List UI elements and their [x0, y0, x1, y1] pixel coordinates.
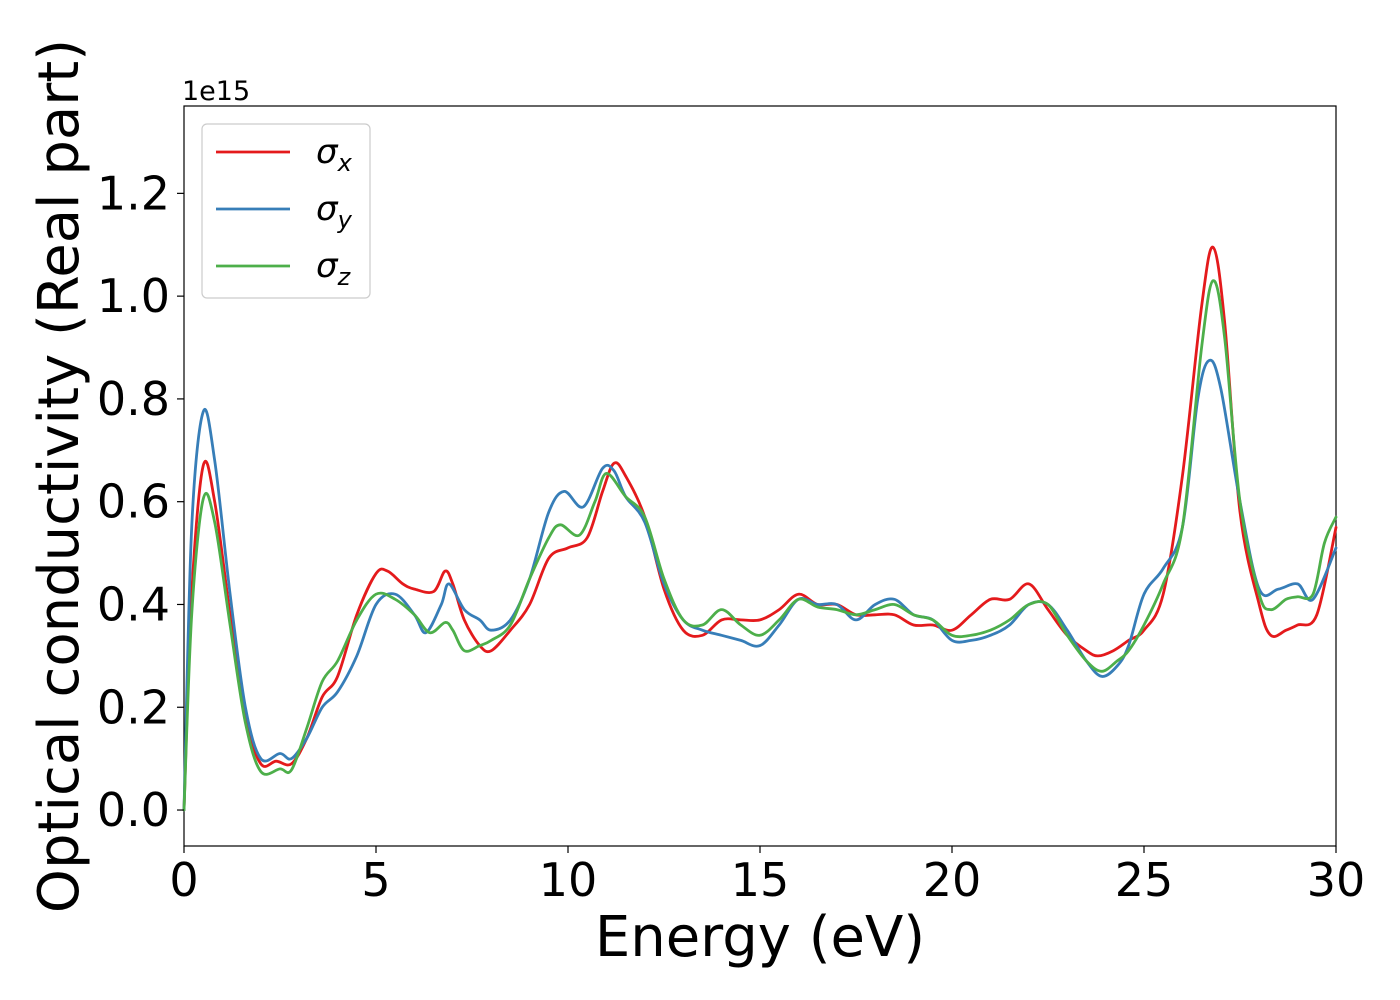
y-tick-label: 0.8: [97, 372, 170, 426]
y-tick-label: 1.0: [97, 269, 170, 323]
y-axis-title: Optical conductivity (Real part): [27, 39, 92, 913]
series-lines: [182, 245, 1338, 812]
series-line-x: [182, 245, 1338, 812]
x-axis-ticks: 0 5 10 15 20 25 30: [169, 846, 1365, 907]
plot-area: [182, 105, 1338, 847]
x-tick-label: 15: [731, 853, 790, 907]
series-line-z: [182, 279, 1338, 812]
y-tick-label: 0.0: [97, 783, 170, 837]
y-tick-label: 0.2: [97, 680, 170, 734]
legend-box: [201, 123, 371, 299]
y-tick-label: 0.4: [97, 577, 170, 631]
y-tick-label: 1.2: [97, 166, 170, 220]
y-tick-label: 0.6: [97, 475, 170, 529]
x-tick-label: 0: [169, 853, 198, 907]
y-axis-ticks: 0.0 0.2 0.4 0.6 0.8 1.0 1.2: [97, 166, 184, 837]
series-line-y: [182, 358, 1338, 812]
x-tick-label: 30: [1307, 853, 1366, 907]
x-axis-title: Energy (eV): [595, 905, 925, 970]
x-tick-label: 10: [539, 853, 598, 907]
y-offset-label: 1e15: [182, 76, 250, 107]
x-tick-label: 25: [1115, 853, 1174, 907]
x-tick-label: 20: [923, 853, 982, 907]
axes-frame: [183, 105, 1337, 847]
x-tick-label: 5: [361, 853, 390, 907]
